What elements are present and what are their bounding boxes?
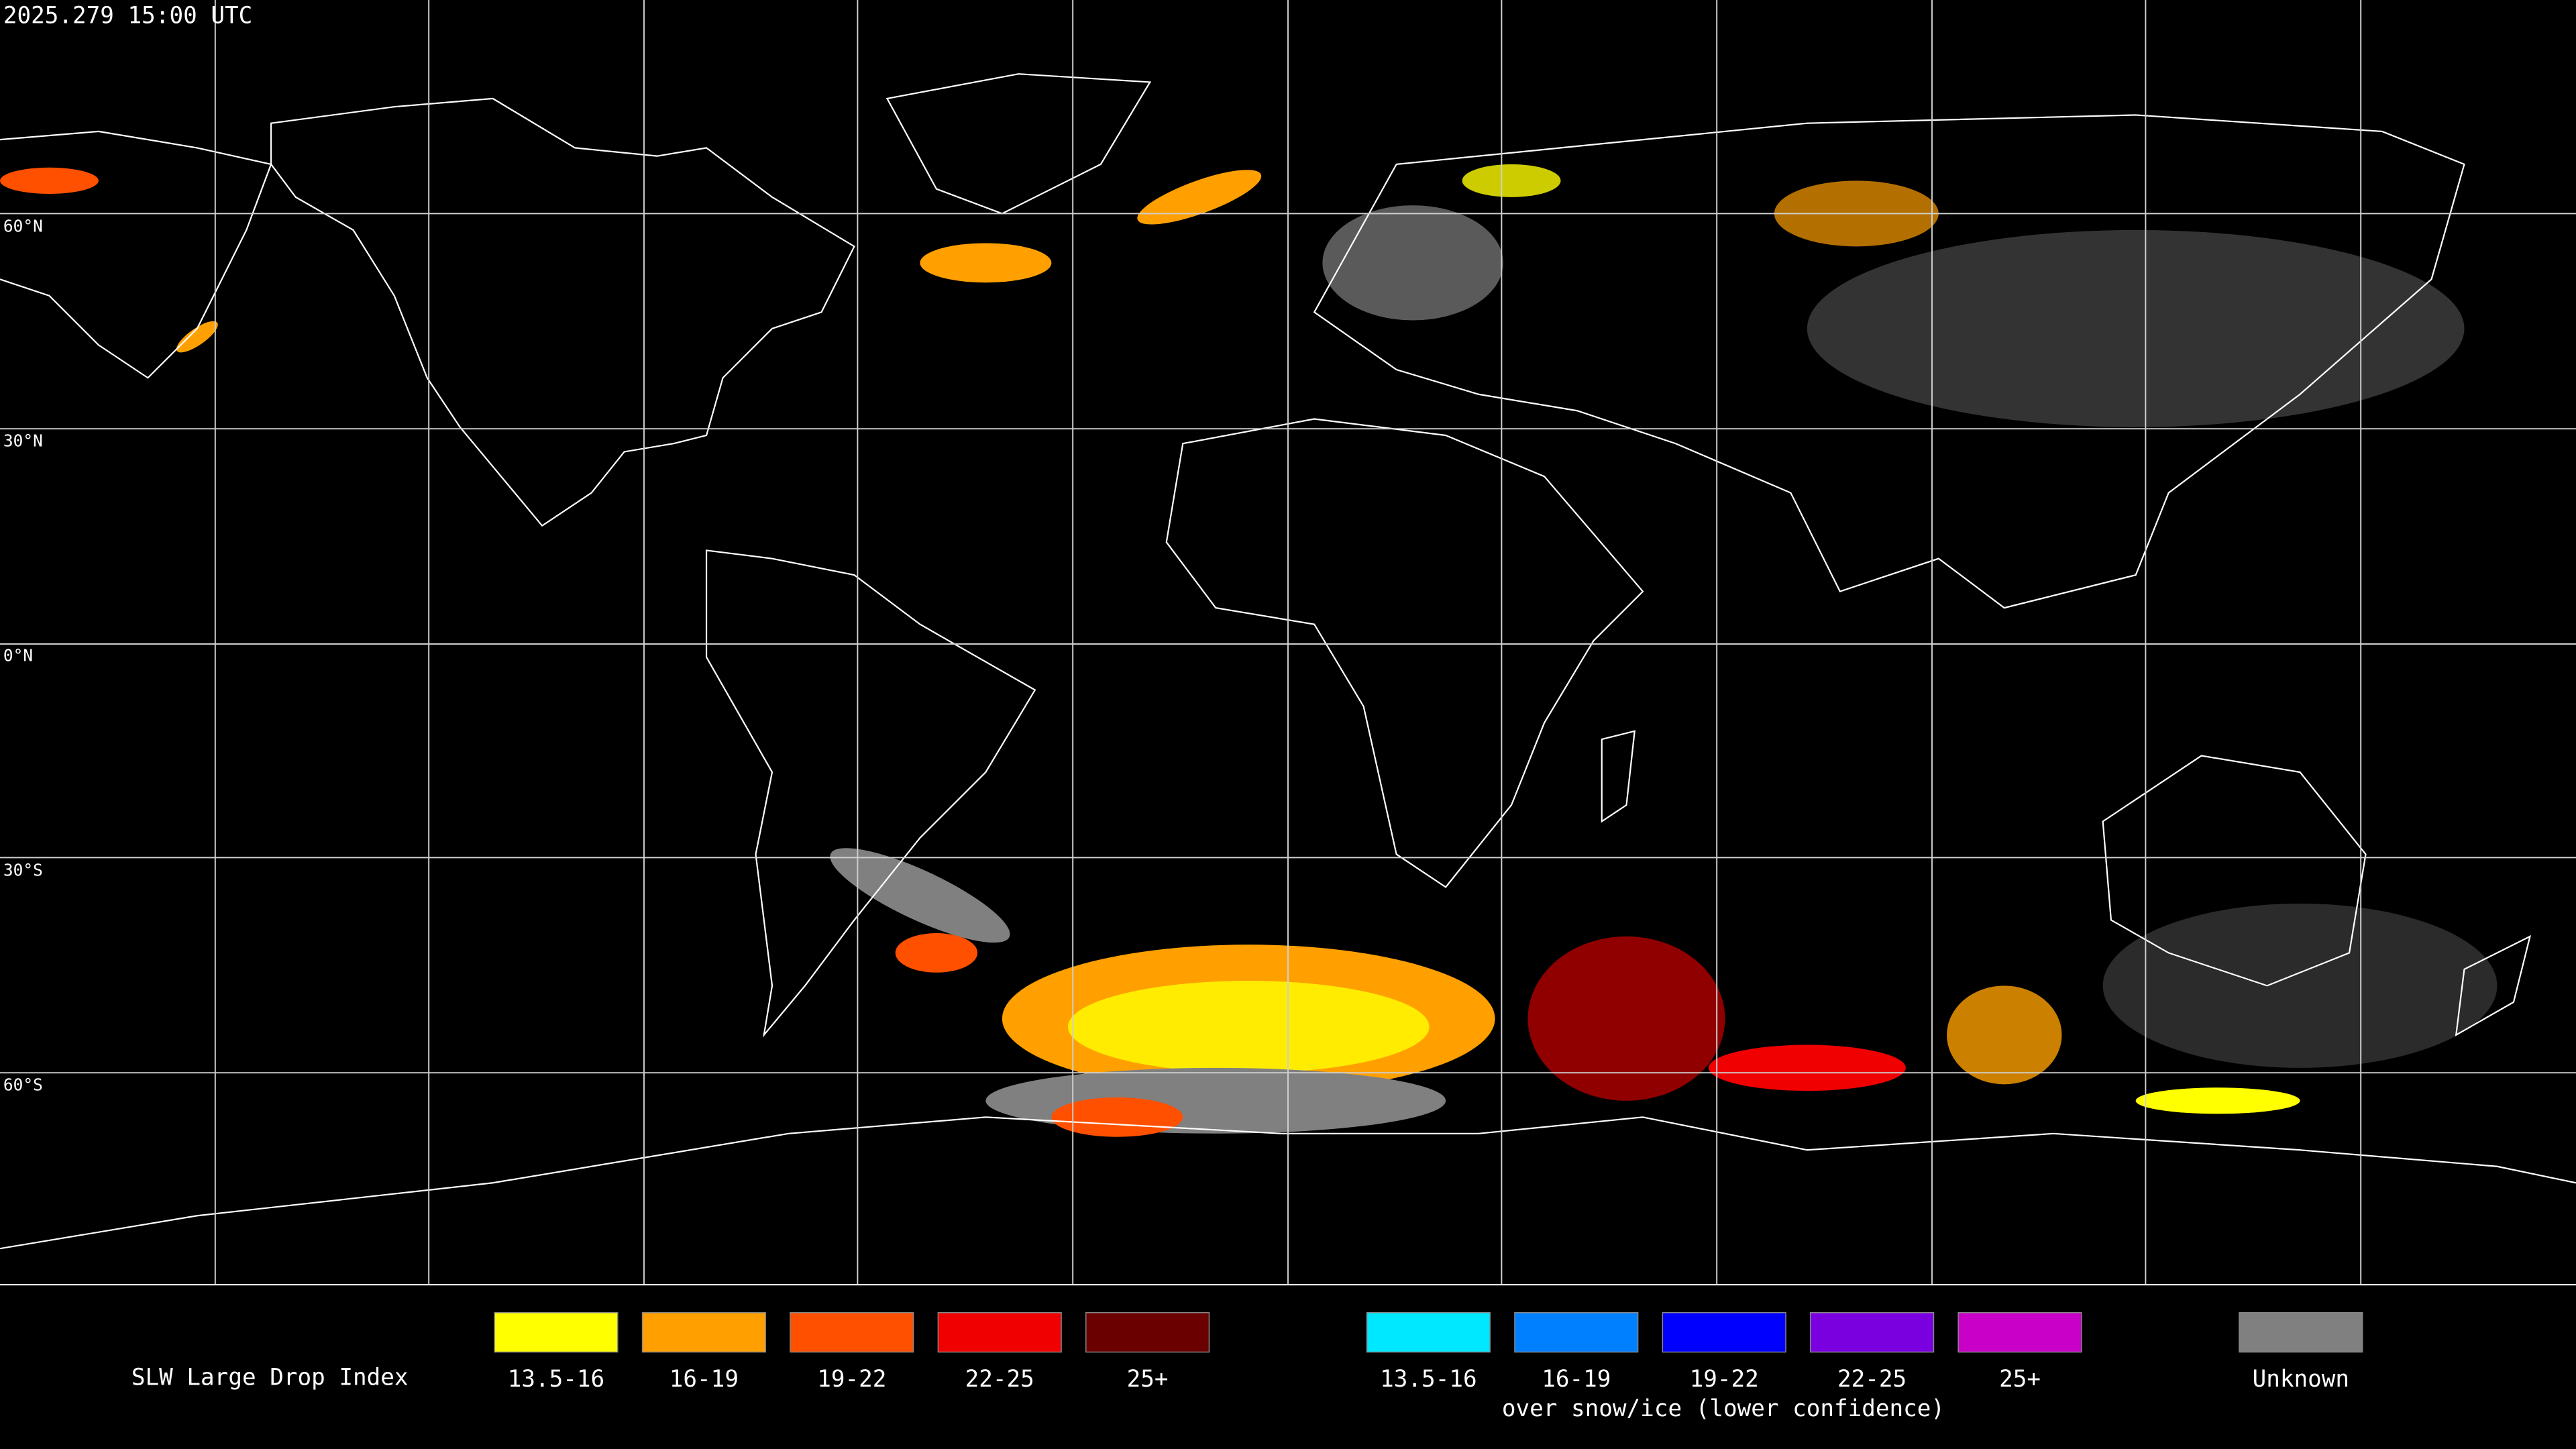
legend-label: 19-22 [1690, 1366, 1759, 1393]
legend-label: 25+ [1127, 1366, 1169, 1393]
legend-label: 22-25 [965, 1366, 1034, 1393]
legend-swatch [1085, 1312, 1210, 1353]
legend-swatch [790, 1312, 914, 1353]
legend-caption: over snow/ice (lower confidence) [1502, 1395, 1945, 1422]
legend-title: SLW Large Drop Index [131, 1364, 409, 1391]
latitude-label: 60°S [3, 1075, 43, 1095]
legend-swatch [1366, 1312, 1491, 1353]
legend-label: 22-25 [1837, 1366, 1907, 1393]
legend-label: 25+ [1999, 1366, 2041, 1393]
legend-swatch [937, 1312, 1062, 1353]
legend-swatch [641, 1312, 766, 1353]
legend-swatch [1957, 1312, 2082, 1353]
legend-label: 13.5-16 [508, 1366, 604, 1393]
legend-swatch [2239, 1312, 2363, 1353]
legend-label: 13.5-16 [1380, 1366, 1477, 1393]
legend-label: 16-19 [1542, 1366, 1611, 1393]
data-overlay [0, 164, 2498, 1137]
timestamp: 2025.279 15:00 UTC [3, 2, 252, 29]
legend-label: 16-19 [669, 1366, 739, 1393]
coastlines [0, 73, 2576, 1250]
legend-swatch [1810, 1312, 1935, 1353]
latitude-label: 0°N [3, 645, 33, 665]
legend-swatch [1662, 1312, 1786, 1353]
latitude-label: 30°S [3, 861, 43, 880]
legend-label: 19-22 [817, 1366, 886, 1393]
legend-swatch [494, 1312, 619, 1353]
legend-label: Unknown [2253, 1366, 2349, 1393]
latitude-label: 60°N [3, 216, 43, 235]
legend-swatch [1514, 1312, 1639, 1353]
latitude-label: 30°N [3, 431, 43, 450]
graticule [0, 0, 2576, 1285]
